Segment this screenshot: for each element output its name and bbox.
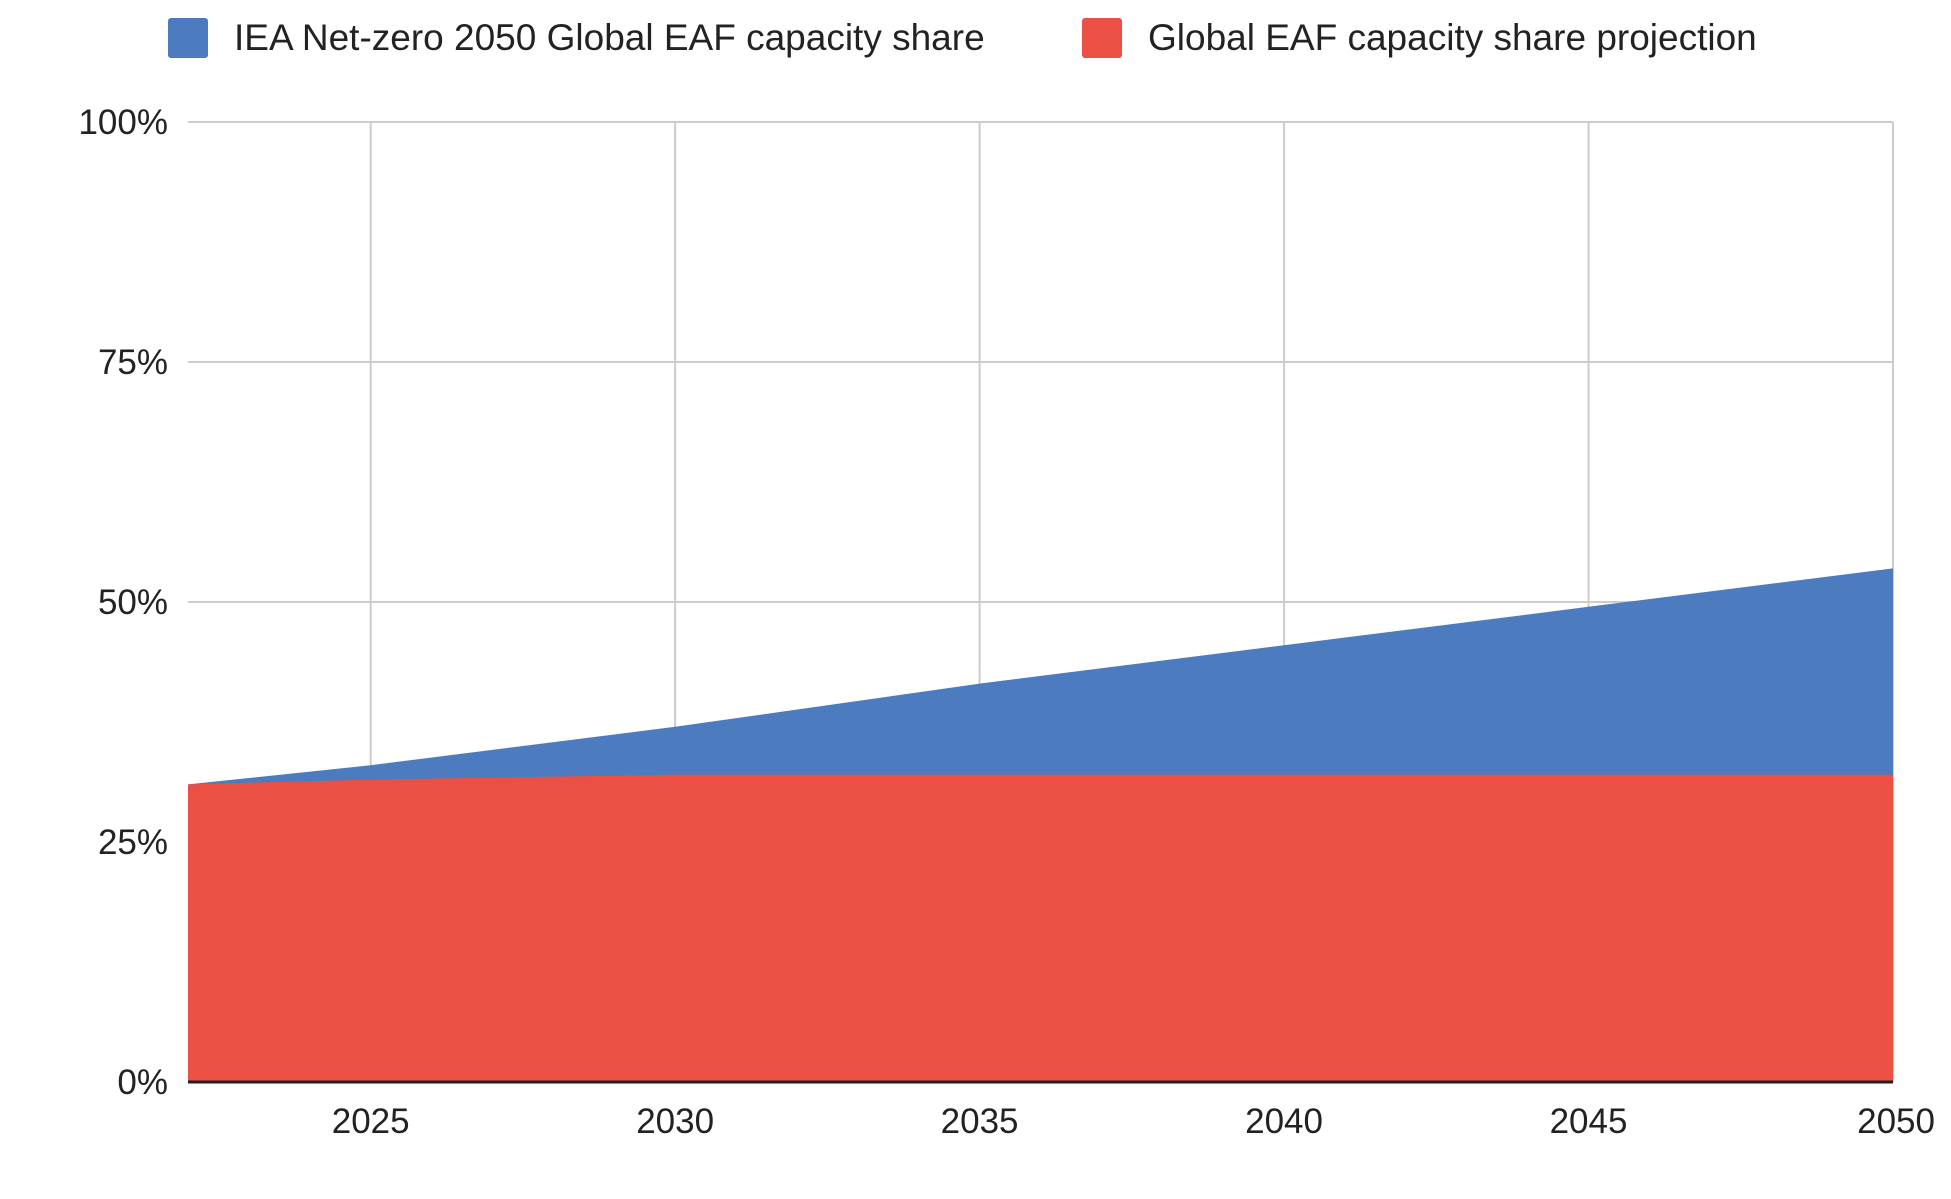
legend-label-iea: IEA Net-zero 2050 Global EAF capacity sh… [234, 17, 985, 58]
legend-swatch-iea [168, 18, 208, 58]
y-tick-label-0: 0% [117, 1063, 168, 1102]
x-tick-label-2035: 2035 [941, 1102, 1019, 1141]
y-tick-label-100: 100% [78, 103, 168, 142]
chart-legend: IEA Net-zero 2050 Global EAF capacity sh… [168, 17, 1757, 58]
legend-swatch-projection [1082, 18, 1122, 58]
legend-label-projection: Global EAF capacity share projection [1148, 17, 1757, 58]
x-tick-label-2025: 2025 [332, 1102, 410, 1141]
x-tick-label-2040: 2040 [1245, 1102, 1323, 1141]
y-tick-label-75: 75% [98, 343, 168, 382]
y-tick-label-25: 25% [98, 823, 168, 862]
plot-area: 0% 25% 50% 75% 100% 2025 2030 2035 2040 2045 2050 [78, 103, 1935, 1141]
x-tick-label-2030: 2030 [636, 1102, 714, 1141]
x-tick-label-2045: 2045 [1550, 1102, 1628, 1141]
y-tick-label-50: 50% [98, 583, 168, 622]
area-projection [188, 774, 1893, 1082]
x-tick-label-2050: 2050 [1857, 1102, 1935, 1141]
